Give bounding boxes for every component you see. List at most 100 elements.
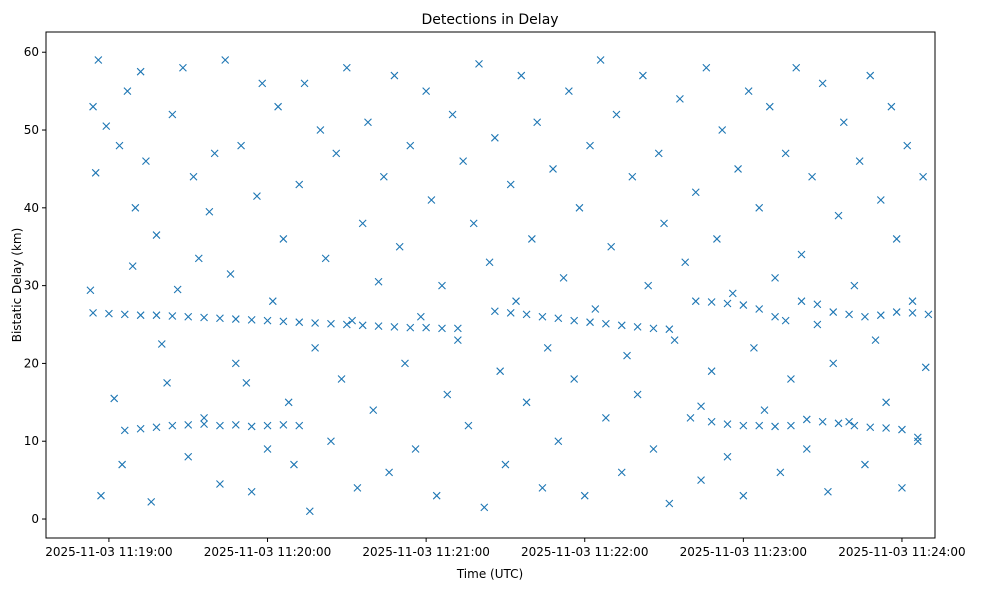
data-point — [522, 398, 531, 407]
data-point — [231, 315, 240, 323]
data-point — [115, 141, 124, 150]
data-point — [136, 67, 145, 76]
data-point — [633, 322, 642, 331]
data-point — [564, 87, 573, 96]
x-tick-label: 2025-11-03 11:19:00 — [45, 545, 172, 559]
data-point — [617, 468, 626, 477]
data-point — [850, 281, 859, 290]
data-point — [776, 468, 785, 477]
data-point — [538, 312, 547, 321]
data-point — [792, 63, 801, 72]
data-point — [755, 203, 764, 212]
data-point — [89, 308, 97, 317]
y-axis-label: Bistatic Delay (km) — [10, 228, 24, 343]
data-point — [665, 499, 674, 508]
data-point — [194, 254, 203, 263]
plot-area-frame — [45, 31, 936, 539]
data-point — [681, 258, 690, 267]
data-point — [485, 258, 494, 267]
data-point — [771, 422, 779, 431]
data-point — [808, 172, 816, 181]
data-point — [686, 413, 695, 422]
data-point — [290, 460, 298, 469]
data-point — [506, 180, 515, 189]
data-point — [839, 118, 848, 127]
data-point — [86, 286, 95, 295]
data-point — [453, 336, 462, 344]
data-point — [787, 375, 795, 383]
data-point — [760, 406, 769, 414]
data-point — [538, 484, 547, 492]
data-point — [184, 452, 193, 461]
data-point — [575, 203, 584, 212]
data-point — [263, 445, 272, 453]
data-point — [364, 118, 372, 127]
data-point — [231, 359, 240, 368]
data-point — [168, 312, 177, 320]
data-point — [184, 312, 193, 321]
data-point — [586, 141, 594, 150]
data-point — [903, 141, 912, 150]
data-point — [691, 188, 700, 197]
data-point — [332, 149, 341, 158]
data-point — [834, 211, 843, 220]
data-point — [691, 297, 700, 306]
data-point — [123, 87, 132, 96]
x-tick-label: 2025-11-03 11:21:00 — [362, 545, 489, 559]
data-point — [580, 491, 589, 500]
data-point — [163, 378, 171, 387]
data-point — [295, 421, 304, 430]
data-point — [607, 242, 616, 251]
data-point — [739, 491, 748, 500]
data-point — [184, 420, 193, 429]
x-tick-label: 2025-11-03 11:24:00 — [838, 545, 965, 559]
data-point — [147, 498, 156, 506]
data-point — [374, 322, 383, 330]
data-point — [475, 60, 483, 68]
data-point — [533, 118, 542, 127]
data-point — [263, 421, 272, 430]
data-point — [818, 417, 827, 426]
data-point — [427, 196, 436, 204]
data-point — [802, 445, 811, 453]
x-tick-label: 2025-11-03 11:20:00 — [204, 545, 331, 559]
data-point — [660, 219, 668, 228]
data-point — [385, 468, 394, 477]
data-point — [247, 422, 256, 431]
data-point — [401, 359, 409, 368]
data-point — [824, 487, 832, 496]
data-point — [628, 172, 637, 181]
data-point — [787, 421, 795, 430]
data-point — [438, 281, 446, 290]
data-point — [813, 320, 822, 329]
data-point — [723, 299, 732, 308]
data-point — [649, 445, 658, 453]
data-point — [358, 219, 367, 228]
data-point — [247, 315, 256, 324]
y-tick-label: 20 — [24, 356, 39, 370]
data-point — [142, 157, 150, 166]
data-point — [734, 165, 742, 173]
data-point — [210, 149, 219, 158]
data-point — [231, 420, 240, 429]
data-point — [697, 402, 705, 411]
data-point — [723, 420, 732, 428]
data-point — [898, 425, 906, 434]
data-point — [342, 320, 351, 329]
data-point — [882, 424, 890, 432]
data-point — [263, 316, 272, 325]
x-axis-ticks: 2025-11-03 11:19:00 2025-11-03 11:20:00 20… — [45, 538, 966, 559]
y-tick-label: 60 — [24, 45, 39, 59]
data-point — [327, 319, 335, 328]
data-point — [128, 262, 137, 271]
data-point — [253, 192, 261, 201]
data-point — [892, 235, 901, 243]
data-point — [358, 321, 367, 330]
data-point — [131, 203, 140, 212]
data-point — [633, 390, 642, 399]
data-point — [845, 310, 853, 319]
data-point — [168, 421, 177, 430]
data-point — [771, 312, 779, 321]
data-point — [554, 314, 563, 323]
data-point — [89, 102, 97, 111]
